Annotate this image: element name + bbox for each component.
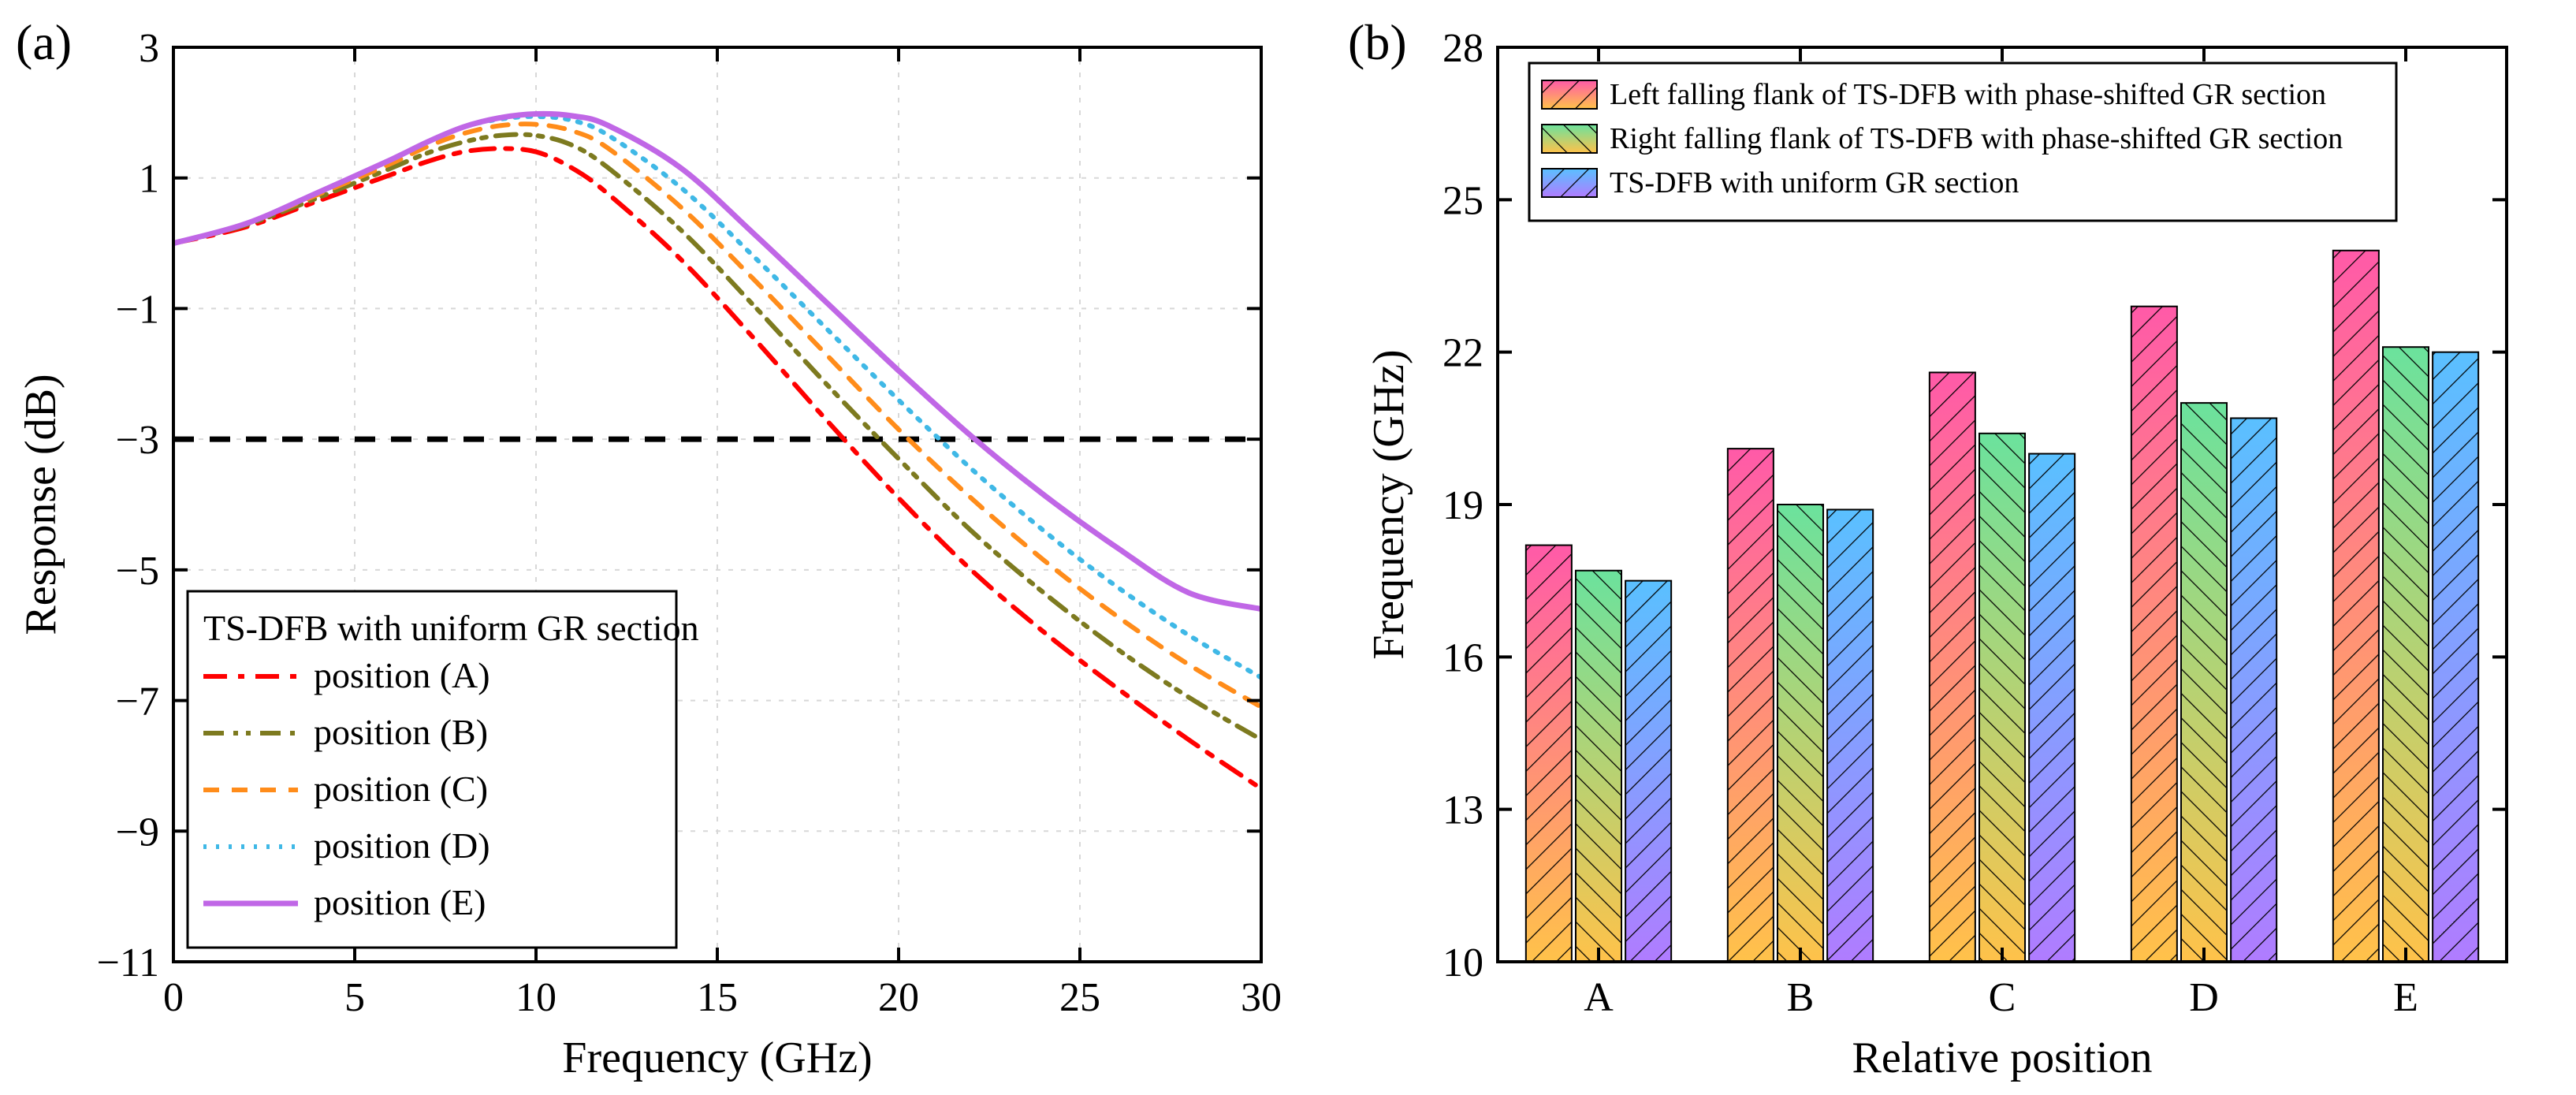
x-tick-label: 20: [878, 975, 919, 1020]
y-tick-label: 28: [1442, 26, 1483, 71]
y-tick-label: 25: [1442, 178, 1483, 223]
x-tick-label: 30: [1241, 975, 1282, 1020]
bar-hatch: [1778, 505, 1823, 962]
y-axis-title: Frequency (GHz): [1364, 349, 1413, 659]
y-axis-title: Response (dB): [17, 374, 65, 635]
bar-hatch: [2433, 352, 2478, 962]
y-tick-label: 16: [1442, 635, 1483, 680]
panel-tag: (a): [16, 14, 72, 70]
x-tick-label: 10: [516, 975, 557, 1020]
y-tick-label: −5: [116, 549, 159, 594]
bar-hatch: [2181, 403, 2227, 962]
y-tick-label: 3: [139, 26, 159, 71]
bar-hatch: [2029, 454, 2075, 962]
y-tick-label: −1: [116, 287, 159, 332]
y-tick-label: 22: [1442, 331, 1483, 376]
bar-hatch: [1979, 434, 2025, 962]
x-tick-label: E: [2393, 975, 2418, 1020]
bar-hatch: [1930, 372, 1975, 962]
legend-label: position (E): [314, 882, 486, 922]
x-axis-title: Frequency (GHz): [562, 1034, 872, 1082]
line-chart: 051015202530−11−9−7−5−3−113Frequency (GH…: [0, 0, 1340, 1095]
legend-label: position (D): [314, 825, 490, 866]
y-tick-label: 1: [139, 157, 159, 202]
bar-hatch: [2131, 307, 2177, 962]
x-tick-label: D: [2189, 975, 2219, 1020]
legend-label: position (B): [314, 712, 488, 752]
bar-hatch: [1827, 509, 1873, 962]
y-tick-label: −3: [116, 418, 159, 463]
x-axis-title: Relative position: [1852, 1034, 2152, 1082]
bar-hatch: [1576, 571, 1621, 962]
y-tick-label: −11: [97, 940, 159, 985]
y-tick-label: 19: [1442, 483, 1483, 528]
bar-hatch: [1526, 546, 1572, 962]
bar-hatch: [1625, 581, 1671, 962]
legend-label: position (A): [314, 655, 490, 695]
y-tick-label: −9: [116, 810, 159, 855]
bar-hatch: [1728, 449, 1774, 962]
bar-hatch: [2383, 347, 2429, 962]
x-tick-label: A: [1584, 975, 1614, 1020]
legend-label: position (C): [314, 769, 488, 809]
x-tick-label: C: [1989, 975, 2016, 1020]
panel-b: 10 13 16 19 22 25 28 A B C D E Relative position Freq…: [1340, 0, 2576, 1095]
x-tick-label: 25: [1059, 975, 1100, 1020]
legend-label: TS-DFB with uniform GR section: [1610, 166, 2019, 199]
x-tick-label: 0: [163, 975, 184, 1020]
y-tick-label: 13: [1442, 788, 1483, 833]
figure: 051015202530−11−9−7−5−3−113Frequency (GH…: [0, 0, 2576, 1095]
bar-chart: 10 13 16 19 22 25 28 A B C D E Relative position Freq…: [1340, 0, 2576, 1095]
x-tick-label: 15: [697, 975, 738, 1020]
x-tick-label: B: [1787, 975, 1815, 1020]
y-tick-label: −7: [116, 680, 159, 724]
x-tick-label: 5: [344, 975, 365, 1020]
bar-hatch: [2231, 418, 2276, 962]
panel-a: 051015202530−11−9−7−5−3−113Frequency (GH…: [0, 0, 1340, 1095]
y-tick-label: 10: [1442, 940, 1483, 985]
legend-label: Left falling flank of TS-DFB with phase-…: [1610, 78, 2326, 111]
legend-title: TS-DFB with uniform GR section: [203, 608, 699, 648]
panel-tag: (b): [1348, 14, 1407, 70]
bar-hatch: [2333, 251, 2379, 962]
legend-label: Right falling flank of TS-DFB with phase…: [1610, 122, 2343, 155]
